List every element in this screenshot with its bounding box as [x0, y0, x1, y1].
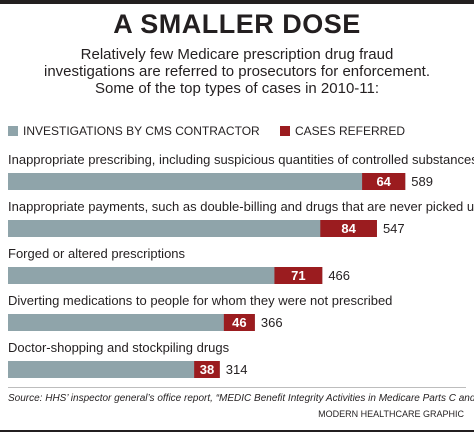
value-label-cases-referred: 38 — [200, 362, 214, 377]
category-label: Diverting medications to people for whom… — [8, 293, 392, 308]
source-divider — [8, 387, 466, 388]
category-label: Doctor-shopping and stockpiling drugs — [8, 340, 230, 355]
legend-swatch-referred — [280, 126, 290, 136]
value-label-investigations: 589 — [411, 174, 433, 189]
legend-label-investigations: INVESTIGATIONS BY CMS CONTRACTOR — [23, 124, 260, 138]
category-label: Inappropriate prescribing, including sus… — [8, 152, 474, 167]
subtitle-line: Relatively few Medicare prescription dru… — [80, 46, 394, 63]
bar-investigations — [8, 173, 406, 190]
legend-item-referred: CASES REFERRED — [280, 124, 405, 138]
subtitle-line: Some of the top types of cases in 2010-1… — [94, 80, 380, 97]
bottom-rule — [0, 430, 474, 432]
bar-cases-referred — [362, 173, 406, 190]
bar-cases-referred — [320, 220, 377, 237]
chart-title: A SMALLER DOSE — [113, 9, 361, 39]
bar-investigations — [8, 361, 220, 378]
source-note: Source: HHS’ inspector general’s office … — [8, 393, 474, 404]
value-label-investigations: 366 — [261, 315, 283, 330]
bar-investigations — [8, 267, 323, 284]
bar-investigations — [8, 314, 255, 331]
bar-chart: Inappropriate prescribing, including sus… — [8, 152, 474, 378]
value-label-cases-referred: 84 — [341, 221, 356, 236]
top-rule — [0, 0, 474, 4]
bar-cases-referred — [194, 361, 220, 378]
bar-cases-referred — [274, 267, 323, 284]
value-label-investigations: 466 — [328, 268, 350, 283]
graphic-credit: MODERN HEALTHCARE GRAPHIC — [318, 409, 464, 419]
value-label-investigations: 547 — [383, 221, 405, 236]
legend-label-referred: CASES REFERRED — [295, 124, 406, 138]
value-label-cases-referred: 64 — [376, 174, 391, 189]
legend-item-investigations: INVESTIGATIONS BY CMS CONTRACTOR — [8, 124, 260, 138]
value-label-investigations: 314 — [226, 362, 248, 377]
value-label-cases-referred: 71 — [291, 268, 305, 283]
value-label-cases-referred: 46 — [232, 315, 246, 330]
bar-investigations — [8, 220, 377, 237]
legend-swatch-investigations — [8, 126, 18, 136]
bar-cases-referred — [223, 314, 255, 331]
category-label: Forged or altered prescriptions — [8, 246, 186, 261]
category-label: Inappropriate payments, such as double-b… — [8, 199, 474, 214]
subtitle-line: investigations are referred to prosecuto… — [43, 63, 431, 80]
chart-subtitle: Relatively few Medicare prescription dru… — [0, 46, 474, 97]
